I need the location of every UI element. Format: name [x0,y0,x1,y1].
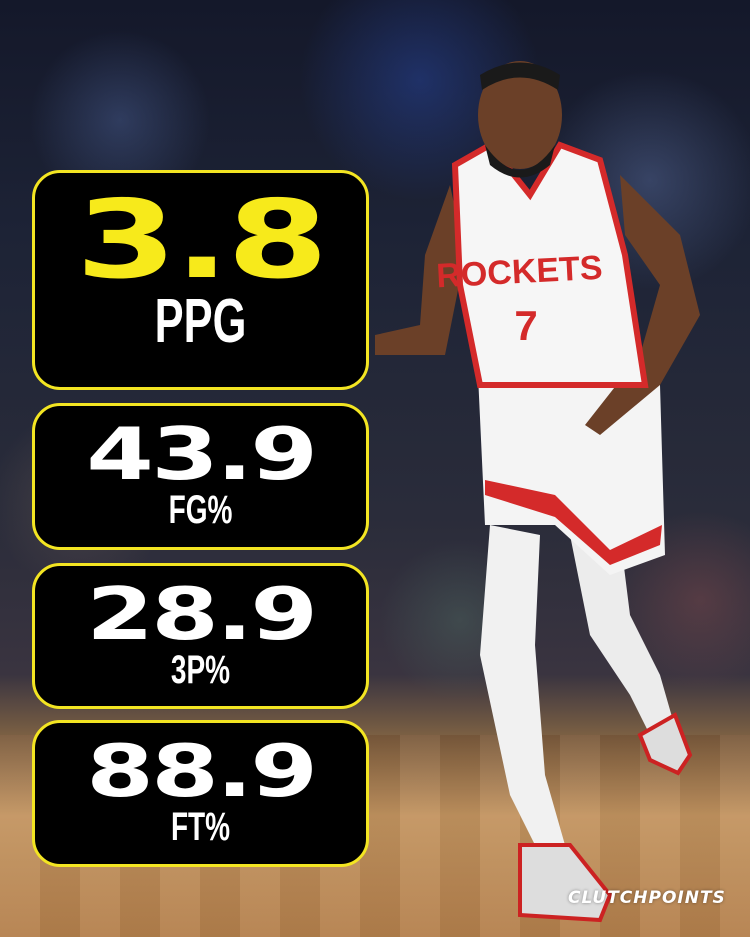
stat-value-3p: 28.9 [85,572,318,656]
stat-label-fg: FG% [168,488,233,532]
jersey-number: 7 [514,302,537,349]
stat-label-ft: FT% [170,805,231,849]
stat-box-fg: 43.9 FG% [32,403,369,550]
stat-label-ppg: PPG [154,287,247,356]
stat-value-fg: 43.9 [85,412,318,496]
stat-box-ft: 88.9 FT% [32,720,369,867]
stat-box-ppg: 3.8 PPG [32,170,369,390]
jersey-text: ROCKETS [435,249,603,296]
stat-label-3p: 3P% [170,648,231,692]
stat-value-ft: 88.9 [85,729,318,813]
player-photo: ROCKETS 7 [375,61,700,923]
stat-box-3p: 28.9 3P% [32,563,369,709]
clutchpoints-logo: CLUTCHPOINTS [568,888,726,908]
stat-value-ppg: 3.8 [75,178,328,303]
